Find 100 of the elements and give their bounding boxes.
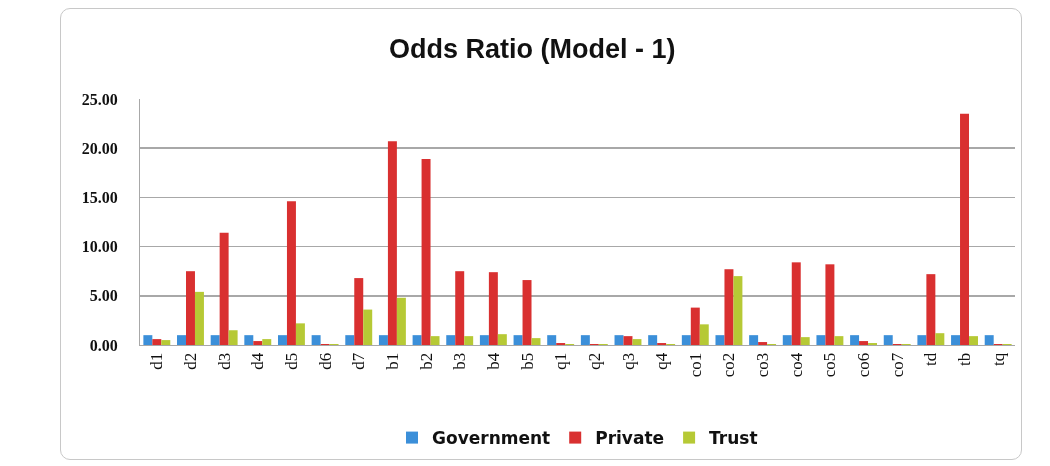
- x-tick-label: co4: [786, 352, 806, 378]
- x-tick-label: tq: [988, 352, 1008, 367]
- x-tick-label: d4: [248, 352, 268, 370]
- bar: [969, 336, 978, 345]
- x-tick-label: b2: [416, 352, 436, 370]
- bar: [531, 338, 541, 345]
- bar: [228, 330, 238, 345]
- bar: [363, 309, 373, 345]
- x-tick-label: d3: [214, 352, 234, 370]
- bar: [219, 232, 229, 345]
- bar: [345, 335, 355, 345]
- bar: [935, 333, 945, 345]
- bar: [960, 113, 970, 345]
- x-tick-label: b3: [450, 352, 470, 370]
- bar: [421, 159, 431, 345]
- x-tick-label: d7: [349, 352, 369, 370]
- legend-label: Trust: [709, 428, 758, 449]
- bar: [479, 335, 489, 345]
- bar: [378, 335, 388, 345]
- bar: [513, 335, 523, 345]
- x-tick-label: d1: [147, 352, 167, 370]
- bar: [724, 269, 734, 345]
- bar: [580, 335, 590, 345]
- bar: [430, 336, 440, 345]
- bar: [825, 264, 835, 345]
- bar: [311, 335, 321, 345]
- bar: [782, 335, 792, 345]
- legend-label: Private: [595, 428, 665, 449]
- bar: [387, 141, 397, 345]
- bar: [926, 274, 936, 345]
- x-tick-label: q4: [652, 352, 672, 370]
- bar: [488, 272, 498, 345]
- bar: [859, 341, 869, 345]
- bar: [917, 335, 927, 345]
- y-tick-label: 15.00: [81, 189, 118, 206]
- x-tick-label: d5: [281, 352, 301, 370]
- x-tick-label: q1: [551, 352, 571, 370]
- chart-title: Odds Ratio (Model - 1): [389, 34, 676, 65]
- bar: [161, 340, 171, 345]
- y-tick-label: 10.00: [81, 238, 118, 256]
- bar: [177, 335, 186, 345]
- bar: [699, 324, 709, 345]
- bar: [253, 341, 263, 345]
- bar: [286, 201, 296, 345]
- x-tick-label: td: [921, 352, 941, 367]
- x-tick-label: q3: [618, 352, 638, 370]
- bar: [446, 335, 456, 345]
- bar: [547, 335, 557, 345]
- x-tick-label: co6: [854, 352, 874, 378]
- bar: [497, 334, 507, 345]
- x-tick-label: d6: [315, 352, 335, 370]
- bar: [464, 336, 474, 345]
- legend-label: Government: [432, 428, 551, 449]
- bar: [277, 335, 287, 345]
- bar: [816, 335, 826, 345]
- bar: [733, 276, 743, 345]
- bar: [396, 297, 406, 345]
- bar: [681, 335, 691, 345]
- bar: [412, 335, 422, 345]
- x-tick-label: d2: [181, 352, 200, 370]
- y-tick-label: 5.00: [89, 287, 118, 305]
- bar: [614, 335, 624, 345]
- y-tick-label: 20.00: [81, 139, 118, 157]
- bar: [185, 271, 195, 345]
- bar: [295, 323, 305, 345]
- bar: [210, 335, 220, 345]
- bar: [850, 335, 860, 345]
- bar: [244, 335, 254, 345]
- x-tick-label: co3: [753, 352, 773, 378]
- x-tick-label: b1: [382, 352, 402, 370]
- bar: [262, 339, 272, 345]
- x-tick-label: b4: [483, 352, 503, 370]
- bar: [194, 291, 204, 345]
- x-tick-label: co7: [887, 352, 907, 378]
- bar: [715, 335, 725, 345]
- x-tick-label: co1: [685, 352, 705, 378]
- bar: [632, 339, 642, 345]
- bar: [690, 307, 700, 345]
- bar: [455, 271, 465, 345]
- y-tick-label: 0.00: [89, 336, 118, 354]
- bar: [354, 278, 364, 345]
- x-tick-label: co2: [719, 352, 739, 378]
- bar: [951, 335, 961, 345]
- bar: [800, 337, 810, 345]
- y-tick-label: 25.00: [81, 90, 118, 108]
- bar: [152, 339, 162, 345]
- bar: [883, 335, 893, 345]
- x-tick-label: co5: [820, 352, 840, 378]
- bar: [791, 262, 801, 345]
- x-tick-label: b5: [517, 352, 537, 370]
- bar: [522, 280, 532, 345]
- bar: [749, 335, 759, 345]
- bar: [758, 342, 768, 345]
- bar: [984, 335, 994, 345]
- bar: [648, 335, 658, 345]
- bar: [834, 336, 844, 345]
- bar: [143, 335, 153, 345]
- bar: [623, 336, 633, 345]
- x-tick-label: q2: [584, 352, 604, 370]
- x-tick-label: tb: [955, 352, 975, 367]
